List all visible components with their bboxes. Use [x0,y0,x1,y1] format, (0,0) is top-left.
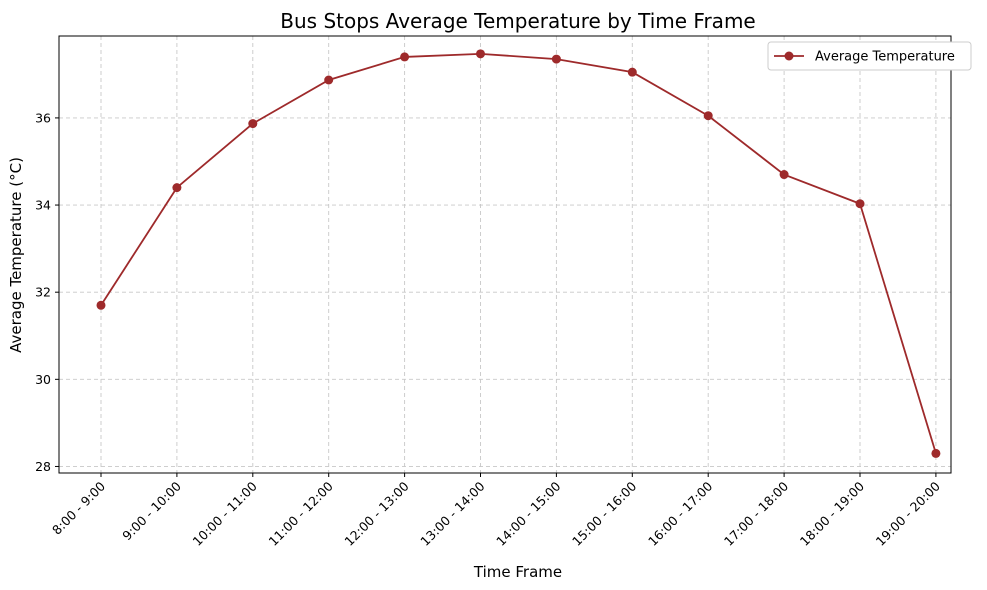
data-point [96,300,106,310]
x-tick-label: 10:00 - 11:00 [190,478,260,548]
x-axis-ticks: 8:00 - 9:00 9:00 - 10:00 10:00 - 11:00 11:0… [49,473,943,549]
data-point [400,52,410,62]
data-point [476,49,485,59]
data-point [324,75,334,85]
x-tick-label: 11:00 - 12:00 [265,478,335,548]
x-tick-label: 12:00 - 13:00 [341,478,411,548]
x-tick-label: 16:00 - 17:00 [645,478,715,548]
data-point [172,183,182,193]
data-point [627,67,637,77]
chart-title: Bus Stops Average Temperature by Time Fr… [280,9,755,33]
legend: Average Temperature [767,41,972,71]
x-tick-label: 15:00 - 16:00 [569,478,639,548]
grid [59,36,951,473]
legend-label: Average Temperature [815,50,955,65]
data-point [855,199,865,209]
data-point [703,111,713,121]
x-tick-label: 9:00 - 10:00 [119,478,184,543]
x-tick-label: 19:00 - 20:00 [873,478,943,548]
data-point [248,119,258,129]
data-point [551,54,561,64]
legend-marker-swatch [784,51,794,61]
plot-frame [58,35,952,474]
series-line [100,52,937,454]
x-axis-label: Time Frame [473,563,562,581]
series-layer [96,49,941,458]
y-axis-ticks: 28 30 32 34 36 [35,110,59,474]
y-tick-label: 36 [35,110,51,125]
data-point [931,448,941,458]
x-tick-label: 8:00 - 9:00 [49,478,108,537]
y-tick-label: 30 [35,372,51,387]
x-tick-label: 14:00 - 15:00 [493,478,563,548]
y-tick-label: 32 [35,285,51,300]
x-tick-label: 13:00 - 14:00 [417,478,487,548]
y-axis-label: Average Temperature (°C) [7,157,25,353]
y-tick-label: 34 [35,198,51,213]
data-point [779,170,789,180]
y-tick-label: 28 [35,459,51,474]
x-tick-label: 17:00 - 18:00 [721,478,791,548]
x-tick-label: 18:00 - 19:00 [797,478,867,548]
legend-box [767,41,972,71]
